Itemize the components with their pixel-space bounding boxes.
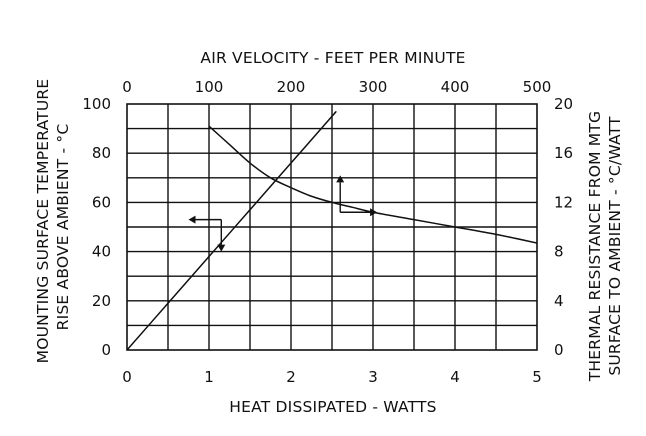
left-axis-title-line2: RISE ABOVE AMBIENT - °C (54, 124, 72, 331)
right-tick-label: 20 (554, 95, 573, 113)
bottom-tick-label: 4 (450, 368, 460, 386)
bottom-tick-label: 3 (368, 368, 378, 386)
right-tick-label: 0 (554, 341, 564, 359)
grid (126, 103, 538, 351)
annotation-arrow-head (188, 215, 196, 224)
right-axis-title-line1: THERMAL RESISTANCE FROM MTG (586, 111, 604, 382)
left-tick-label: 40 (92, 243, 111, 261)
right-tick-label: 8 (554, 243, 564, 261)
left-axis-title-line1: MOUNTING SURFACE TEMPERATURE (34, 79, 52, 364)
thermal-resistance-curve (208, 125, 537, 244)
top-tick-label: 0 (122, 78, 132, 96)
top-tick-label: 500 (523, 78, 552, 96)
left-tick-label: 100 (82, 95, 111, 113)
top-tick-label: 300 (359, 78, 388, 96)
top-axis-title: AIR VELOCITY - FEET PER MINUTE (200, 49, 465, 67)
right-tick-label: 4 (554, 292, 564, 310)
top-tick-label: 400 (441, 78, 470, 96)
top-tick-label: 100 (195, 78, 224, 96)
right-tick-label: 12 (554, 193, 573, 211)
bottom-tick-label: 1 (204, 368, 214, 386)
bottom-tick-label: 0 (122, 368, 132, 386)
left-tick-label: 60 (92, 193, 111, 211)
left-tick-label: 0 (101, 341, 111, 359)
bottom-tick-label: 2 (286, 368, 296, 386)
right-tick-label: 16 (554, 144, 573, 162)
plot-frame (126, 103, 538, 351)
top-tick-label: 200 (277, 78, 306, 96)
bottom-tick-label: 5 (532, 368, 542, 386)
left-tick-label: 80 (92, 144, 111, 162)
series-group (127, 111, 537, 350)
tick-labels-group: 0 1 2 3 4 50 100 200 300 400 500020406080100048121… (82, 78, 573, 386)
right-axis-title-line2: SURFACE TO AMBIENT - °C/WATT (606, 116, 624, 376)
temperature-rise-line (127, 111, 337, 350)
annotation-arrow-head (370, 208, 378, 217)
left-tick-label: 20 (92, 292, 111, 310)
annotation-group (188, 175, 378, 252)
bottom-axis-title: HEAT DISSIPATED - WATTS (229, 398, 436, 416)
annotation-arrow-head (217, 244, 226, 252)
annotation-arrow-head (336, 175, 345, 183)
